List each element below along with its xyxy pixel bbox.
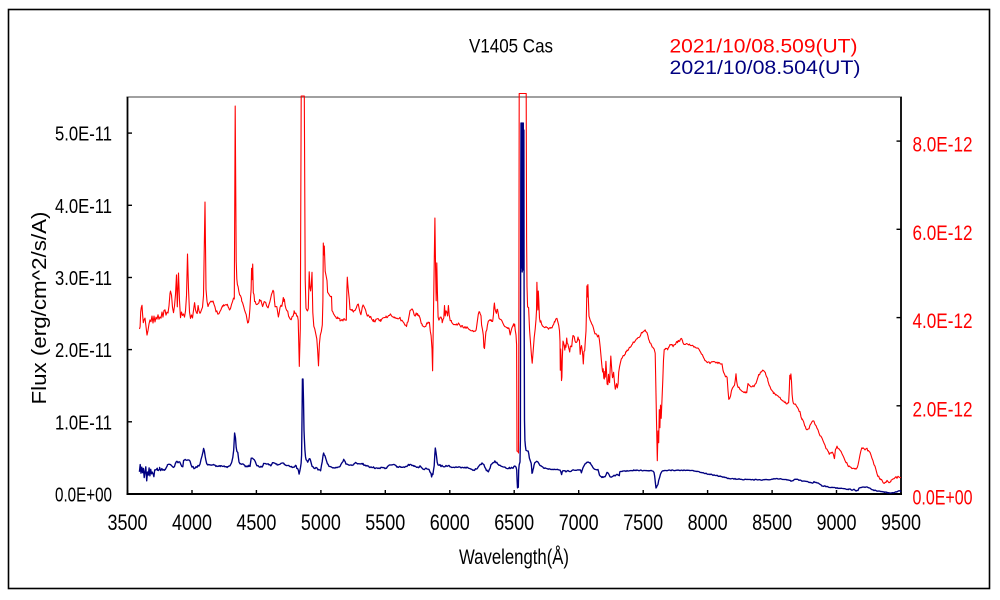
svg-text:7000: 7000 — [559, 510, 599, 535]
svg-text:5.0E-11: 5.0E-11 — [55, 123, 112, 146]
svg-text:9500: 9500 — [881, 510, 921, 535]
svg-text:0.0E+00: 0.0E+00 — [913, 486, 973, 510]
svg-text:V1405 Cas: V1405 Cas — [469, 36, 553, 58]
svg-text:6000: 6000 — [430, 510, 470, 535]
svg-text:Wavelength(Å): Wavelength(Å) — [459, 546, 569, 569]
svg-text:9000: 9000 — [817, 510, 857, 535]
svg-text:5000: 5000 — [301, 510, 341, 535]
svg-text:1.0E-11: 1.0E-11 — [55, 411, 112, 434]
svg-text:6.0E-12: 6.0E-12 — [913, 221, 973, 245]
svg-text:4000: 4000 — [172, 510, 212, 535]
svg-text:5500: 5500 — [365, 510, 405, 535]
svg-text:8.0E-12: 8.0E-12 — [913, 133, 973, 157]
svg-text:4500: 4500 — [236, 510, 276, 535]
svg-text:8500: 8500 — [752, 510, 792, 535]
svg-text:6500: 6500 — [494, 510, 534, 535]
svg-text:3.0E-11: 3.0E-11 — [55, 267, 112, 290]
svg-text:4.0E-12: 4.0E-12 — [913, 309, 973, 333]
svg-text:2.0E-12: 2.0E-12 — [913, 397, 973, 421]
svg-text:Flux (erg/cm^2/s/A): Flux (erg/cm^2/s/A) — [29, 211, 51, 404]
svg-text:2021/10/08.504(UT): 2021/10/08.504(UT) — [670, 57, 861, 79]
svg-text:8000: 8000 — [688, 510, 728, 535]
svg-text:3500: 3500 — [108, 510, 148, 535]
svg-text:0.0E+00: 0.0E+00 — [55, 484, 112, 507]
svg-text:2.0E-11: 2.0E-11 — [55, 339, 112, 362]
svg-text:7500: 7500 — [623, 510, 663, 535]
svg-text:4.0E-11: 4.0E-11 — [55, 195, 112, 218]
svg-text:2021/10/08.509(UT): 2021/10/08.509(UT) — [670, 35, 858, 57]
